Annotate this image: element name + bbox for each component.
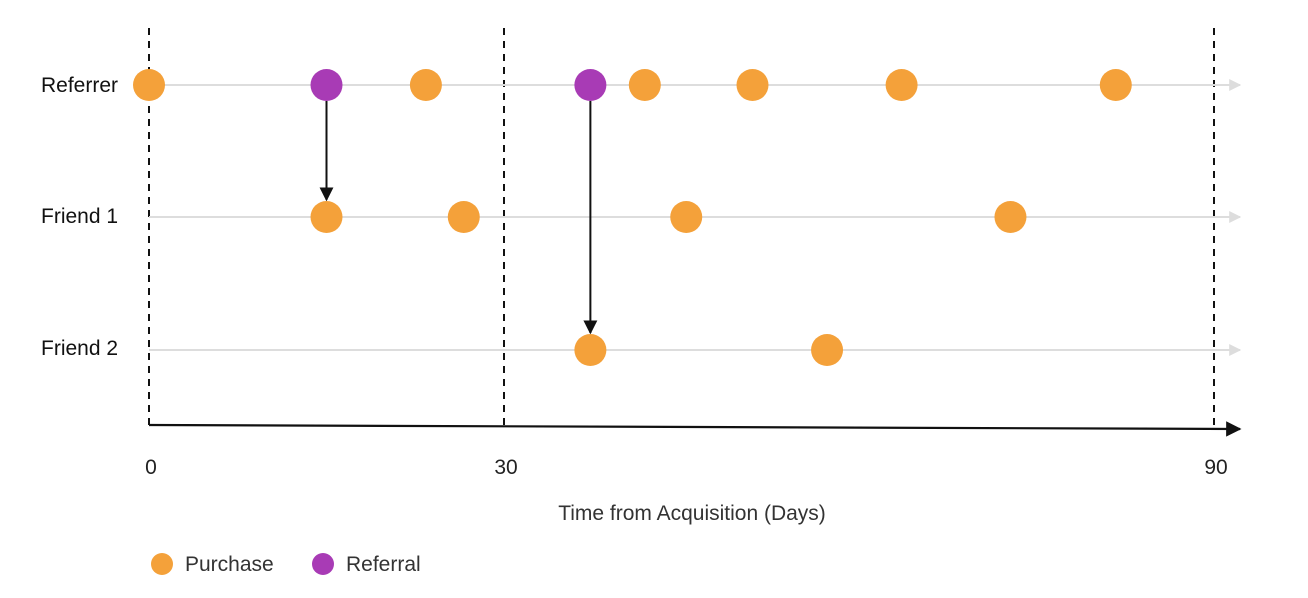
legend-referral-marker xyxy=(312,553,334,575)
axis-tick-labels: 0 30 90 xyxy=(145,456,1228,479)
purchase-marker-9 xyxy=(447,201,480,233)
referral-marker-1 xyxy=(310,69,343,101)
row-label-friend-1: Friend 1 xyxy=(41,205,118,228)
purchase-marker-10 xyxy=(670,201,703,233)
purchase-marker-2 xyxy=(409,69,442,101)
referral-marker-3 xyxy=(574,69,607,101)
purchase-marker-0 xyxy=(133,69,165,101)
row-label-friend-2: Friend 2 xyxy=(41,337,118,360)
tick-label-30: 30 xyxy=(494,456,517,479)
referral-arrows xyxy=(319,101,598,335)
purchase-marker-4 xyxy=(628,69,661,101)
tick-label-0: 0 xyxy=(145,456,157,479)
legend-purchase-label: Purchase xyxy=(185,553,274,576)
legend: Purchase Referral xyxy=(151,553,421,576)
axis-line xyxy=(148,421,1242,437)
purchase-marker-13 xyxy=(811,334,844,366)
purchase-marker-6 xyxy=(885,69,918,101)
purchase-marker-7 xyxy=(1099,69,1132,101)
event-markers xyxy=(133,69,1132,366)
purchase-marker-12 xyxy=(574,334,607,366)
axis-title: Time from Acquisition (Days) xyxy=(558,502,826,525)
legend-purchase-marker xyxy=(151,553,173,575)
row-label-referrer: Referrer xyxy=(41,74,118,97)
time-axis xyxy=(148,421,1242,437)
purchase-marker-8 xyxy=(310,201,343,233)
tick-label-90: 90 xyxy=(1204,456,1227,479)
legend-referral-label: Referral xyxy=(346,553,421,576)
purchase-marker-5 xyxy=(736,69,769,101)
purchase-marker-11 xyxy=(994,201,1027,233)
